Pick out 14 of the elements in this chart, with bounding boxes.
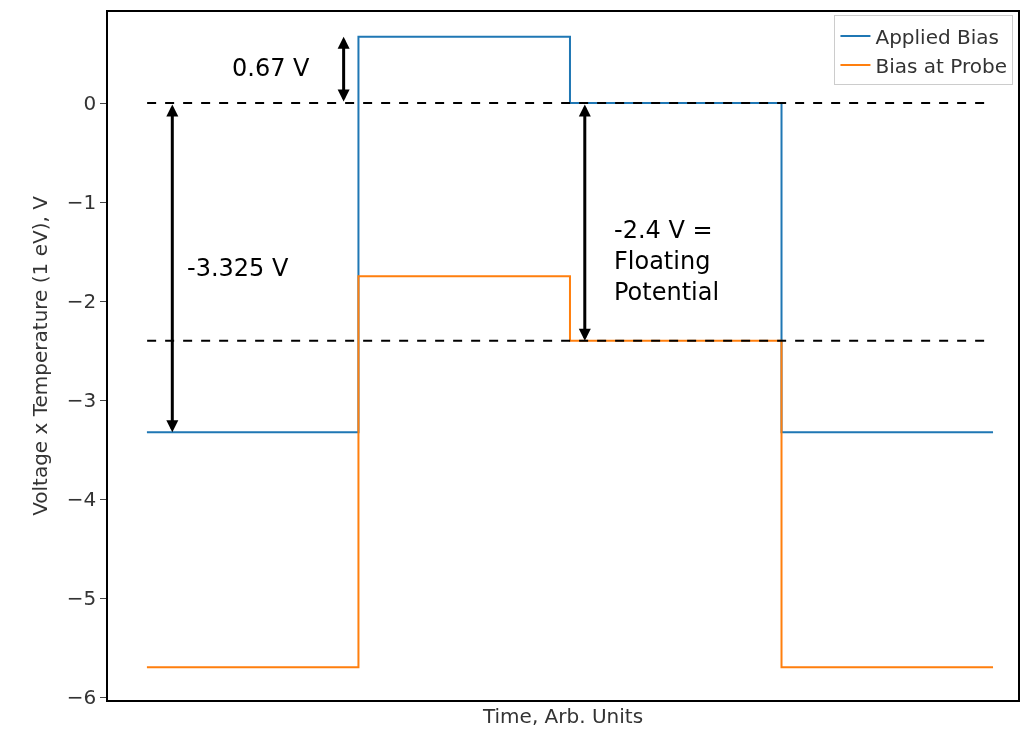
annotation: -3.325 V <box>187 254 289 282</box>
y-tick-label: −3 <box>66 388 97 413</box>
y-tick-label: −1 <box>66 190 97 215</box>
y-tick-label: 0 <box>83 91 97 116</box>
annotation: -2.4 V = Floating Potential <box>614 216 720 307</box>
y-tick-label: −6 <box>66 685 97 710</box>
annotation: 0.67 V <box>232 54 311 82</box>
x-axis-title: Time, Arb. Units <box>481 703 644 728</box>
legend-label: Bias at Probe <box>875 53 1007 78</box>
y-tick-label: −5 <box>66 586 97 611</box>
y-tick-label: −4 <box>66 487 97 512</box>
y-axis-title: Voltage x Temperature (1 eV), V <box>27 195 52 516</box>
y-tick-label: −2 <box>66 289 97 314</box>
legend-label: Applied Bias <box>875 24 999 49</box>
